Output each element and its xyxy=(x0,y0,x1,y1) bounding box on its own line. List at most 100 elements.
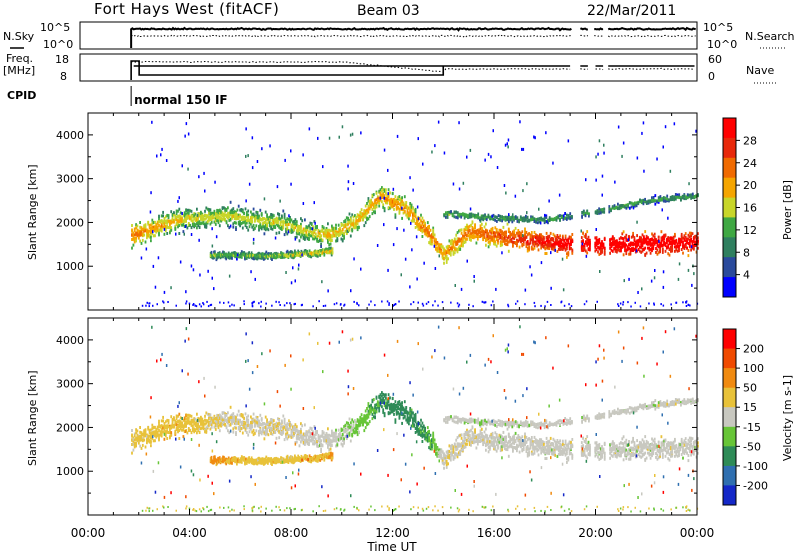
power-echo xyxy=(494,226,497,230)
power-echo xyxy=(474,225,476,229)
power-echo xyxy=(190,226,193,230)
velocity-echo xyxy=(141,433,144,437)
power-echo xyxy=(541,235,544,239)
power-echo xyxy=(202,303,205,306)
power-echo xyxy=(580,244,583,248)
power-echo xyxy=(601,208,604,211)
power-echo xyxy=(421,235,424,238)
power-echo xyxy=(603,238,606,241)
power-echo xyxy=(186,208,189,212)
velocity-echo xyxy=(233,426,236,429)
power-echo xyxy=(645,242,648,246)
power-echo xyxy=(495,287,497,291)
velocity-echo xyxy=(262,428,264,432)
velocity-echo xyxy=(175,414,178,418)
power-echo xyxy=(243,252,246,256)
power-echo xyxy=(229,200,232,204)
power-echo xyxy=(348,218,351,222)
power-echo xyxy=(474,223,476,227)
power-echo xyxy=(685,195,687,199)
power-echo xyxy=(674,197,677,201)
power-echo xyxy=(190,216,193,220)
velocity-echo xyxy=(233,419,236,423)
power-echo xyxy=(664,196,667,200)
power-echo xyxy=(636,234,638,238)
velocity-echo xyxy=(255,429,258,433)
power-echo xyxy=(314,228,317,232)
power-echo xyxy=(336,238,339,242)
power-echo xyxy=(550,251,552,255)
power-echo xyxy=(678,262,681,266)
power-echo xyxy=(601,242,603,246)
nsearch-label: N.Search xyxy=(745,30,795,43)
power-echo xyxy=(474,235,476,239)
power-echo xyxy=(283,220,286,224)
power-echo xyxy=(665,246,668,250)
power-echo xyxy=(690,193,692,197)
power-echo xyxy=(148,302,150,305)
power-echo xyxy=(608,210,611,214)
velocity-echo xyxy=(187,421,190,425)
power-echo xyxy=(379,193,382,197)
power-echo xyxy=(218,218,221,222)
velocity-echo xyxy=(147,427,150,431)
velocity-echo xyxy=(131,433,133,437)
power-echo xyxy=(414,210,417,214)
power-echo xyxy=(217,219,220,223)
power-echo xyxy=(671,247,674,251)
power-echo xyxy=(603,151,605,155)
power-echo xyxy=(247,213,250,217)
power-echo xyxy=(286,302,288,305)
velocity-echo xyxy=(202,426,205,430)
power-echo xyxy=(418,227,421,230)
power-echo xyxy=(297,267,300,271)
power-echo xyxy=(524,235,526,239)
velocity-echo xyxy=(169,426,171,430)
power-echo xyxy=(678,244,680,248)
power-echo xyxy=(300,222,302,226)
power-echo xyxy=(617,248,620,252)
power-echo xyxy=(270,215,272,219)
power-echo xyxy=(232,225,235,229)
power-echo xyxy=(551,243,553,247)
velocity-echo xyxy=(239,428,241,431)
power-echo xyxy=(421,230,424,234)
power-echo xyxy=(152,230,154,234)
power-echo xyxy=(450,301,452,304)
power-echo xyxy=(620,204,623,208)
power-echo xyxy=(460,244,463,247)
power-echo xyxy=(485,228,487,232)
power-echo xyxy=(428,241,430,245)
power-echo xyxy=(137,233,140,237)
velocity-echo xyxy=(196,431,198,435)
power-echo xyxy=(218,212,221,215)
power-echo xyxy=(482,218,485,222)
power-echo xyxy=(329,242,332,246)
power-echo xyxy=(403,228,405,232)
power-echo xyxy=(383,194,386,198)
power-echo xyxy=(618,206,621,210)
power-echo xyxy=(227,216,229,220)
power-echo xyxy=(341,233,344,237)
power-echo xyxy=(533,246,536,250)
power-echo xyxy=(435,238,437,242)
power-echo xyxy=(239,220,241,224)
power-echo xyxy=(622,301,625,304)
power-echo xyxy=(259,223,262,227)
power-echo xyxy=(470,223,472,227)
power-echo xyxy=(387,192,389,196)
power-echo xyxy=(545,246,548,250)
velocity-echo xyxy=(156,426,159,430)
power-echo xyxy=(565,213,568,217)
power-echo xyxy=(627,205,629,209)
power-echo xyxy=(652,238,655,242)
power-echo xyxy=(209,304,212,307)
velocity-echo xyxy=(151,431,154,435)
velocity-echo xyxy=(258,419,260,423)
power-echo xyxy=(175,212,178,216)
power-echo xyxy=(218,208,221,212)
power-echo xyxy=(635,249,638,253)
power-echo xyxy=(552,247,555,251)
power-echo xyxy=(298,239,301,243)
power-echo xyxy=(193,225,196,229)
